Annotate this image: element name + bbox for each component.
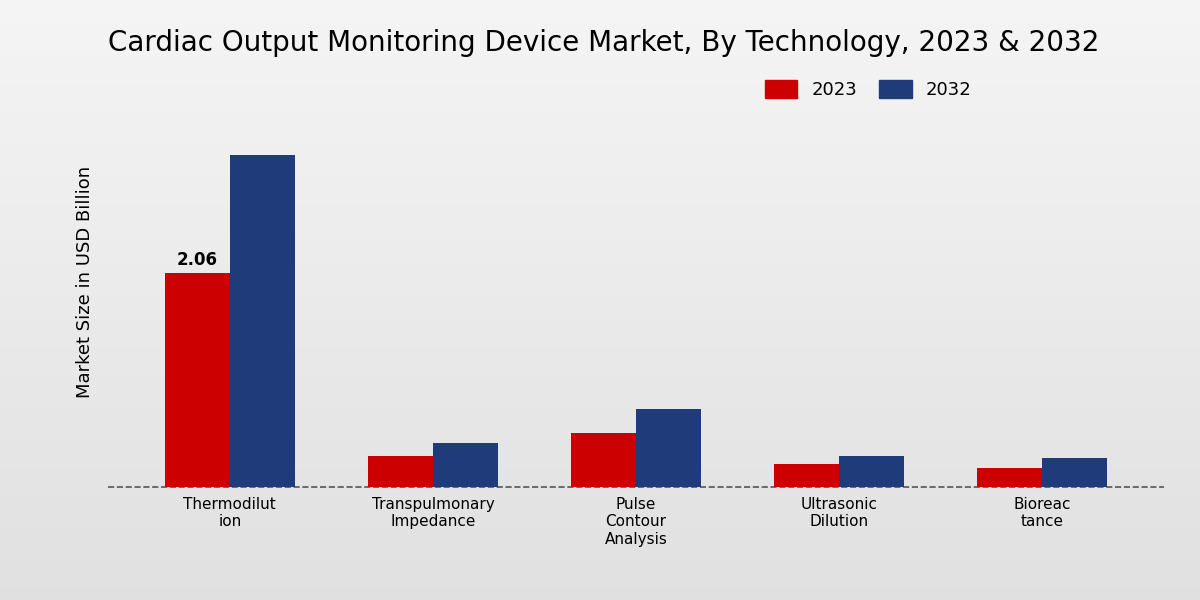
Text: Cardiac Output Monitoring Device Market, By Technology, 2023 & 2032: Cardiac Output Monitoring Device Market,… bbox=[108, 29, 1099, 57]
Text: 2.06: 2.06 bbox=[176, 251, 218, 269]
Bar bbox=[1042, 458, 1108, 487]
Bar bbox=[368, 456, 433, 487]
Legend: 2023, 2032: 2023, 2032 bbox=[757, 73, 979, 106]
Bar bbox=[433, 443, 498, 487]
Y-axis label: Market Size in USD Billion: Market Size in USD Billion bbox=[76, 166, 94, 398]
Bar bbox=[230, 155, 295, 487]
Bar bbox=[636, 409, 701, 487]
Bar bbox=[774, 464, 839, 487]
Bar bbox=[977, 468, 1042, 487]
Bar bbox=[571, 433, 636, 487]
Bar bbox=[839, 456, 904, 487]
Bar bbox=[164, 273, 230, 487]
